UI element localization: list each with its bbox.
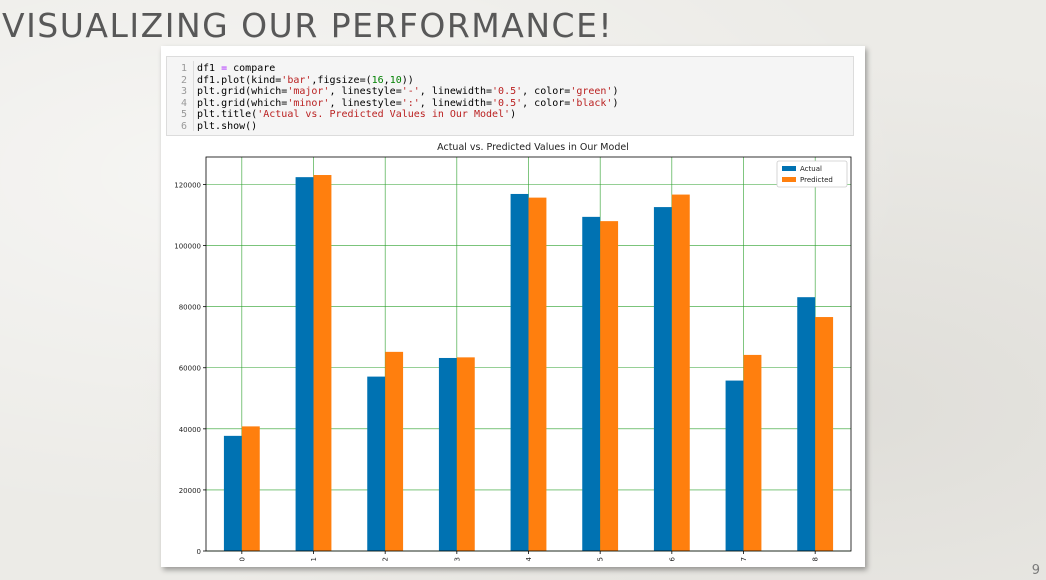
x-tick-label: 8	[812, 557, 820, 561]
y-tick-label: 60000	[179, 365, 201, 373]
x-tick-label: 5	[597, 557, 605, 561]
plot-frame	[205, 156, 852, 552]
code-token: 'black'	[570, 97, 613, 109]
code-token: , linestyle=	[329, 86, 402, 97]
code-token: plt.grid(which=	[197, 97, 288, 109]
chart-title: Actual vs. Predicted Values in Our Model	[437, 142, 629, 153]
code-token: ':'	[401, 97, 420, 109]
bar-predicted-6	[671, 194, 690, 551]
legend-swatch-predicted	[782, 177, 796, 182]
bar-actual-3	[438, 357, 457, 551]
code-gutter	[167, 61, 194, 131]
code-cell[interactable]: 1 df1 = compare 2 df1.plot(kind='bar',figsi…	[166, 56, 854, 136]
x-tick-label: 2	[382, 557, 390, 561]
code-token: ,figsize=(	[311, 74, 372, 86]
line-number: 4	[180, 97, 187, 109]
bar-predicted-2	[385, 351, 404, 551]
code-token: 'bar'	[281, 74, 312, 86]
x-tick-label: 3	[453, 557, 461, 561]
bar-predicted-5	[600, 221, 619, 551]
code-token: =	[221, 63, 228, 74]
line-number: 2	[180, 74, 187, 86]
y-tick-label: 80000	[179, 304, 201, 312]
notebook-output-card: 1 df1 = compare 2 df1.plot(kind='bar',figsi…	[161, 46, 865, 567]
code-token: 10	[389, 74, 402, 86]
bar-actual-6	[653, 207, 672, 552]
x-tick-label: 0	[238, 557, 246, 561]
legend: Actual Predicted	[776, 160, 848, 188]
bars	[223, 175, 834, 552]
bar-actual-2	[367, 376, 386, 551]
code-line: 5 plt.title('Actual vs. Predicted Values …	[167, 109, 847, 121]
bar-actual-7	[725, 380, 744, 551]
bar-predicted-3	[456, 357, 475, 551]
code-token: )	[510, 109, 517, 120]
bar-predicted-0	[241, 426, 260, 551]
y-tick-label: 20000	[179, 487, 201, 495]
code-token: 'green'	[570, 86, 613, 97]
bar-actual-0	[223, 435, 242, 551]
x-tick-label: 6	[668, 556, 676, 561]
bar-predicted-1	[313, 175, 332, 552]
legend-swatch-actual	[782, 166, 796, 171]
bar-predicted-8	[815, 317, 834, 551]
bar-actual-8	[797, 297, 816, 551]
line-number: 3	[180, 86, 187, 97]
code-token: plt.show()	[197, 120, 258, 132]
legend-label-actual: Actual	[800, 165, 822, 173]
code-token: '0.5'	[492, 86, 523, 97]
code-token: , color=	[522, 86, 571, 97]
code-token: compare	[227, 63, 276, 74]
x-tick-label: 1	[310, 557, 318, 561]
line-number: 6	[180, 120, 187, 132]
code-token: ,	[383, 74, 390, 86]
bar-actual-1	[295, 177, 314, 551]
code-line: 2 df1.plot(kind='bar',figsize=(16,10))	[167, 75, 847, 87]
code-line: 4 plt.grid(which='minor', linestyle=':', …	[167, 98, 847, 110]
line-number: 1	[180, 63, 187, 74]
code-token: df1.plot(kind=	[197, 74, 282, 86]
y-tick-label: 120000	[174, 181, 201, 189]
code-token: 'major'	[287, 86, 330, 97]
code-token: )	[612, 86, 619, 97]
legend-label-predicted: Predicted	[800, 176, 833, 184]
slide-title: VISUALIZING OUR PERFORMANCE!	[2, 6, 614, 45]
page-number: 9	[1031, 563, 1040, 578]
line-number: 5	[180, 109, 187, 120]
code-token: plt.grid(which=	[197, 86, 288, 97]
x-tick-label: 7	[740, 557, 748, 561]
code-token: , linestyle=	[329, 97, 402, 109]
code-token: 16	[371, 74, 384, 86]
code-token: 'Actual vs. Predicted Values in Our Mode…	[257, 109, 511, 120]
code-token: )	[612, 97, 619, 109]
y-tick-label: 100000	[174, 243, 201, 251]
bar-actual-5	[582, 216, 601, 551]
code-token: df1	[197, 63, 222, 74]
code-token: ))	[401, 74, 414, 86]
bar-chart: Actual vs. Predicted Values in Our Model…	[174, 142, 852, 561]
code-token: , color=	[522, 97, 571, 109]
code-token: '-'	[401, 86, 420, 97]
code-line: 3 plt.grid(which='major', linestyle='-', …	[167, 86, 847, 98]
code-token: 'minor'	[287, 97, 330, 109]
code-token: , linewidth=	[419, 97, 493, 109]
code-token: '0.5'	[492, 97, 523, 109]
axes: 0 20000 40000 60000 80000 100000 120000 0 1 2 3 4 5 6…	[174, 156, 852, 561]
code-token: , linewidth=	[419, 86, 493, 97]
y-tick-label: 40000	[179, 426, 201, 434]
code-line: 1 df1 = compare	[167, 63, 847, 75]
x-tick-label: 4	[525, 556, 533, 561]
code-line: 6 plt.show()	[167, 121, 847, 133]
bar-predicted-7	[743, 354, 762, 551]
bar-actual-4	[510, 193, 529, 551]
y-tick-label: 0	[197, 548, 201, 556]
code-token: plt.title(	[197, 109, 258, 120]
bar-predicted-4	[528, 197, 547, 551]
